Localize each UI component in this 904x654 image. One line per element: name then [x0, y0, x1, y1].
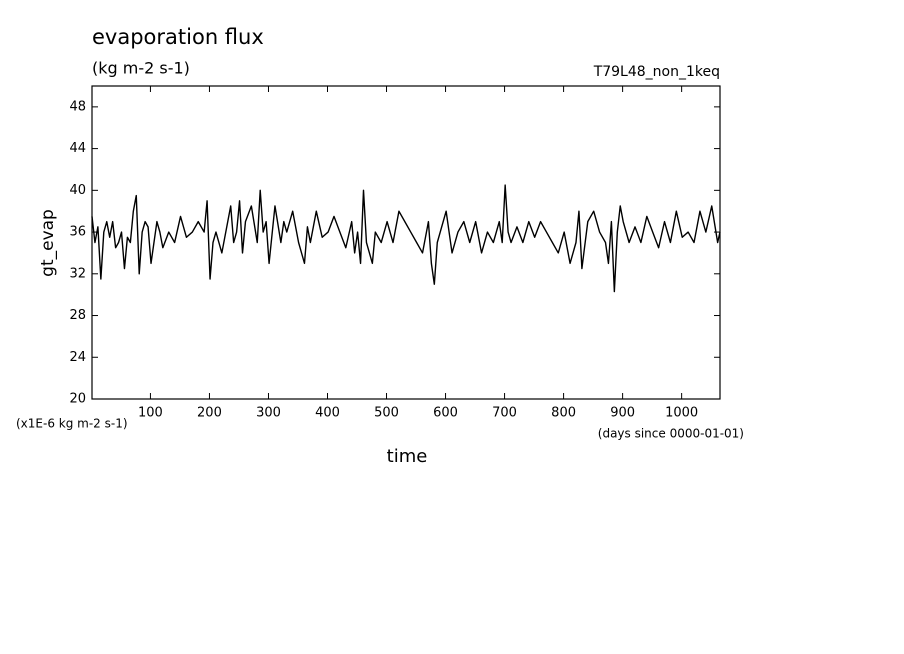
y-tick-label: 28: [69, 308, 86, 323]
x-tick-label: 300: [256, 406, 281, 421]
y-tick-label: 20: [69, 392, 86, 407]
y-tick-label: 32: [69, 266, 86, 281]
x-tick-label: 500: [374, 406, 399, 421]
y-tick-label: 40: [69, 183, 86, 198]
x-tick-label: 100: [138, 406, 163, 421]
y-axis-label: gt_evap: [38, 209, 58, 277]
data-line: [91, 184, 721, 293]
chart-subtitle: (kg m-2 s-1): [92, 59, 190, 78]
run-label: T79L48_non_1keq: [593, 64, 720, 80]
x-tick-label: 400: [315, 406, 340, 421]
x-tick-label: 800: [551, 406, 576, 421]
x-tick-label: 600: [433, 406, 458, 421]
x-axis-label: time: [387, 446, 428, 467]
y-tick-label: 24: [69, 350, 86, 365]
chart-title: evaporation flux: [92, 25, 264, 49]
y-tick-label: 48: [69, 99, 86, 114]
plot-frame: [91, 85, 721, 400]
x-tick-label: 700: [492, 406, 517, 421]
x-tick-label: 900: [610, 406, 635, 421]
y-unit-label: (x1E-6 kg m-2 s-1): [16, 417, 128, 431]
x-tick-label: 200: [197, 406, 222, 421]
y-tick-label: 44: [69, 141, 86, 156]
x-tick-label: 1000: [665, 406, 698, 421]
x-unit-label: (days since 0000-01-01): [598, 427, 744, 441]
y-tick-label: 36: [69, 225, 86, 240]
